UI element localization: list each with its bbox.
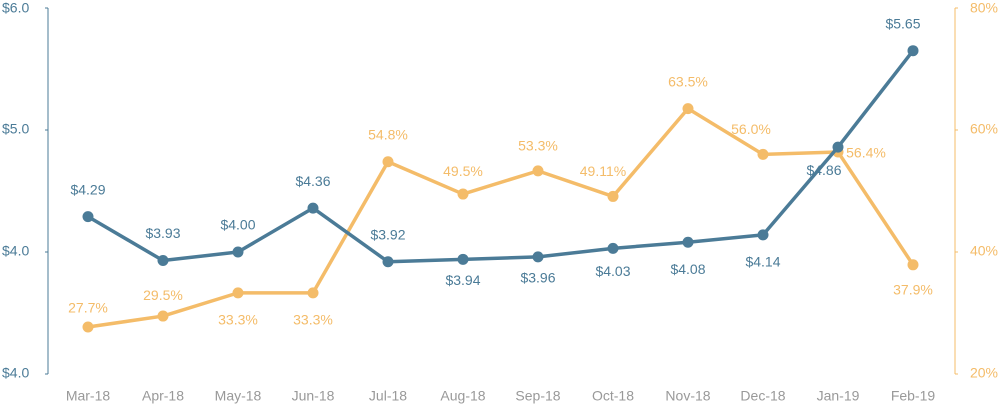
y2-tick-label: 20% (970, 365, 998, 381)
y-tick-label: $4.0 (2, 243, 29, 259)
point (532, 165, 544, 177)
x-tick-label: Nov-18 (665, 388, 710, 404)
point (157, 255, 169, 267)
x-tick-label: Feb-19 (891, 388, 936, 404)
data-label: $3.96 (520, 270, 555, 286)
point (457, 253, 469, 265)
data-label: $4.08 (670, 261, 705, 277)
x-tick-label: Mar-18 (66, 388, 111, 404)
data-label: 54.8% (368, 126, 408, 142)
point (382, 256, 394, 268)
data-label: 63.5% (668, 73, 708, 89)
point (82, 211, 94, 223)
point (907, 45, 919, 57)
x-tick-label: Jun-18 (292, 388, 335, 404)
point (307, 287, 319, 299)
point (757, 229, 769, 241)
data-label: 53.3% (518, 138, 558, 154)
data-label: $4.00 (220, 217, 255, 233)
x-tick-label: May-18 (215, 388, 262, 404)
y-tick-label: $5.0 (2, 121, 29, 137)
point (832, 141, 844, 153)
series-line (87, 106, 915, 329)
data-label: $4.36 (295, 173, 330, 189)
x-tick-label: Jul-18 (369, 388, 407, 404)
data-label: 33.3% (293, 312, 333, 328)
data-label: $4.03 (595, 263, 630, 279)
data-label: $4.86 (806, 162, 841, 178)
point (457, 188, 469, 200)
point (157, 310, 169, 322)
data-label: $4.29 (70, 181, 105, 197)
data-label: 27.7% (68, 300, 108, 316)
x-tick-label: Jan-19 (817, 388, 860, 404)
data-label: 29.5% (143, 287, 183, 303)
data-label: 56.0% (731, 121, 771, 137)
point (682, 236, 694, 248)
point (682, 103, 694, 115)
point (82, 321, 94, 333)
y2-tick-label: 60% (970, 121, 998, 137)
x-tick-label: Dec-18 (740, 388, 785, 404)
y2-tick-label: 80% (970, 0, 998, 16)
point (232, 246, 244, 258)
x-tick-label: Aug-18 (440, 388, 485, 404)
data-label: $3.93 (145, 225, 180, 241)
data-label: 49.5% (443, 163, 483, 179)
data-label: 33.3% (218, 312, 258, 328)
series-line (87, 49, 915, 264)
point (307, 202, 319, 214)
data-label: $3.94 (445, 272, 480, 288)
x-tick-label: Apr-18 (142, 388, 184, 404)
data-label: $4.14 (745, 254, 780, 270)
x-tick-label: Sep-18 (515, 388, 560, 404)
point (382, 156, 394, 168)
point (532, 251, 544, 263)
point (907, 259, 919, 271)
point (607, 242, 619, 254)
data-label: $3.92 (370, 226, 405, 242)
data-label: 56.4% (846, 145, 886, 161)
point (232, 287, 244, 299)
y2-tick-label: 40% (970, 243, 998, 259)
y-tick-label: $6.0 (2, 0, 29, 16)
data-label: $5.65 (885, 15, 920, 31)
data-label: 37.9% (893, 282, 933, 298)
point (757, 148, 769, 160)
point (607, 190, 619, 202)
data-label: 49.11% (580, 163, 626, 179)
y-tick-label: $4.0 (2, 365, 29, 381)
x-tick-label: Oct-18 (592, 388, 634, 404)
